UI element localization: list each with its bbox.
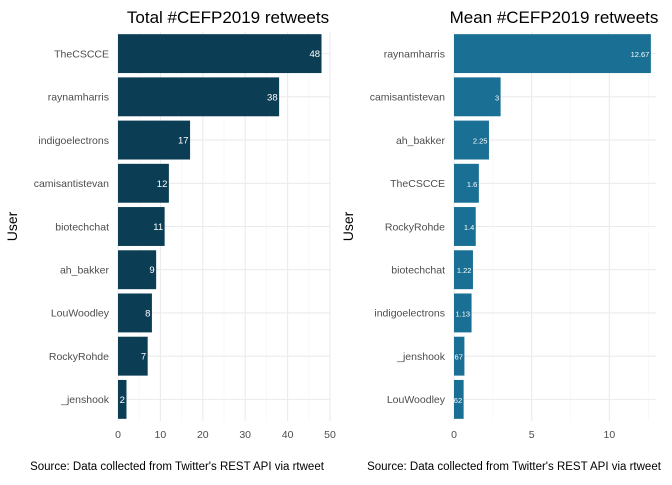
y-axis-label: User: [340, 211, 356, 241]
bar-indigoelectrons: [454, 293, 472, 333]
x-tick-label: 0: [451, 429, 457, 441]
y-tick-label: ah_bakker: [396, 135, 446, 147]
x-tick-label: 5: [529, 429, 535, 441]
y-tick-label: camisantistevan: [34, 178, 109, 190]
x-tick-label: 20: [197, 429, 209, 441]
y-tick-label: indigoelectrons: [38, 135, 109, 147]
y-tick-label: indigoelectrons: [374, 308, 445, 320]
panel-title: Mean #CEFP2019 retweets: [450, 8, 659, 27]
x-tick-label: 50: [324, 429, 336, 441]
data-label: 12.67: [631, 50, 650, 59]
caption: Source: Data collected from Twitter's RE…: [367, 461, 662, 473]
bar-biotechchat: [454, 250, 473, 290]
bar-indigoelectrons: [118, 120, 191, 160]
y-tick-label: _jenshook: [396, 351, 446, 363]
bar-RockyRohde: [118, 336, 148, 376]
bar-camisantistevan: [118, 163, 169, 203]
data-label: .62: [452, 396, 462, 405]
bar-_jenshook: [118, 379, 127, 419]
bar-ah_bakker: [454, 120, 489, 160]
bar-RockyRohde: [454, 207, 476, 246]
y-tick-label: camisantistevan: [370, 92, 445, 104]
data-label: 7: [141, 352, 146, 363]
bar-raynamharris: [454, 34, 651, 74]
y-tick-label: biotechchat: [391, 265, 445, 277]
x-tick-label: 10: [604, 429, 616, 441]
x-tick-label: 10: [155, 429, 167, 441]
data-label: 9: [149, 265, 154, 276]
bar-LouWoodley: [118, 293, 152, 333]
data-label: 3: [495, 93, 499, 102]
panel-title: Total #CEFP2019 retweets: [127, 8, 329, 27]
bar-TheCSCCE: [118, 34, 322, 74]
bar-raynamharris: [118, 77, 280, 117]
y-tick-label: RockyRohde: [49, 351, 109, 363]
data-label: 12: [157, 179, 168, 190]
y-tick-label: LouWoodley: [387, 394, 446, 406]
data-label: 48: [309, 49, 320, 60]
data-label: 1.4: [464, 223, 474, 232]
y-tick-label: biotechchat: [55, 221, 109, 233]
data-label: 2.25: [473, 137, 488, 146]
data-label: 17: [178, 136, 189, 147]
y-tick-label: ah_bakker: [60, 265, 110, 277]
y-tick-label: raynamharris: [384, 48, 445, 60]
data-label: 8: [145, 308, 150, 319]
bar-TheCSCCE: [454, 163, 479, 203]
data-label: 11: [153, 222, 163, 233]
panel-2: 12.67 raynamharris 3 camisantistevan 2.25 ah_…: [340, 8, 662, 473]
y-tick-label: _jenshook: [60, 394, 110, 406]
data-label: 1.6: [467, 180, 477, 189]
x-tick-label: 40: [282, 429, 294, 441]
y-tick-label: LouWoodley: [51, 308, 110, 320]
data-label: 1.13: [455, 309, 470, 318]
y-axis-label: User: [4, 211, 20, 241]
data-label: 38: [267, 92, 278, 103]
bar-biotechchat: [118, 207, 165, 246]
data-label: 1.22: [457, 266, 472, 275]
data-label: .67: [452, 353, 462, 362]
y-tick-label: TheCSCCE: [54, 48, 109, 60]
data-label: 2: [120, 395, 125, 406]
bar-LouWoodley: [454, 379, 464, 419]
panel-1: 48 TheCSCCE 38 raynamharris 17 indigoelectron…: [4, 8, 336, 473]
y-tick-label: raynamharris: [48, 92, 109, 104]
bar-camisantistevan: [454, 77, 501, 117]
x-tick-label: 0: [115, 429, 121, 441]
bar-_jenshook: [454, 336, 465, 376]
y-tick-label: RockyRohde: [385, 221, 445, 233]
x-tick-label: 30: [239, 429, 251, 441]
caption: Source: Data collected from Twitter's RE…: [30, 461, 325, 473]
bar-ah_bakker: [118, 250, 157, 290]
y-tick-label: TheCSCCE: [390, 178, 445, 190]
